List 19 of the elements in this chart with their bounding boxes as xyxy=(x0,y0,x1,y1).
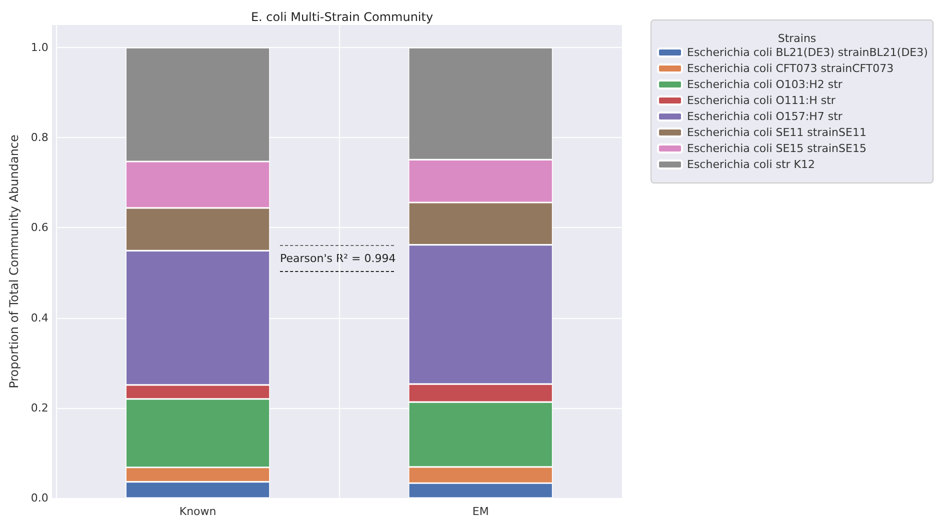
legend-label: Escherichia coli BL21(DE3) strainBL21(DE3) xyxy=(687,46,928,59)
legend-title: Strains xyxy=(778,32,816,45)
legend-label: Escherichia coli str K12 xyxy=(687,158,816,171)
y-tick-label: 0.4 xyxy=(30,311,48,324)
legend-label: Escherichia coli SE11 strainSE11 xyxy=(687,126,866,139)
y-tick-label: 0.0 xyxy=(30,492,48,504)
y-tick-label: 0.6 xyxy=(30,221,48,234)
y-axis-title: Proportion of Total Community Abundance xyxy=(7,134,21,388)
chart-title: E. coli Multi-Strain Community xyxy=(250,10,434,24)
x-tick-label: EM xyxy=(472,505,489,518)
y-tick-label: 1.0 xyxy=(30,41,48,54)
y-tick-label: 0.8 xyxy=(30,131,48,144)
legend-label: Escherichia coli CFT073 strainCFT073 xyxy=(687,62,894,75)
x-tick-label: Known xyxy=(179,505,216,518)
legend-label: Escherichia coli O157:H7 str xyxy=(687,110,843,123)
legend-label: Escherichia coli O111:H str xyxy=(687,94,836,107)
legend-label: Escherichia coli SE15 strainSE15 xyxy=(687,142,866,155)
legend-label: Escherichia coli O103:H2 str xyxy=(687,78,843,91)
y-tick-label: 0.2 xyxy=(30,401,48,414)
